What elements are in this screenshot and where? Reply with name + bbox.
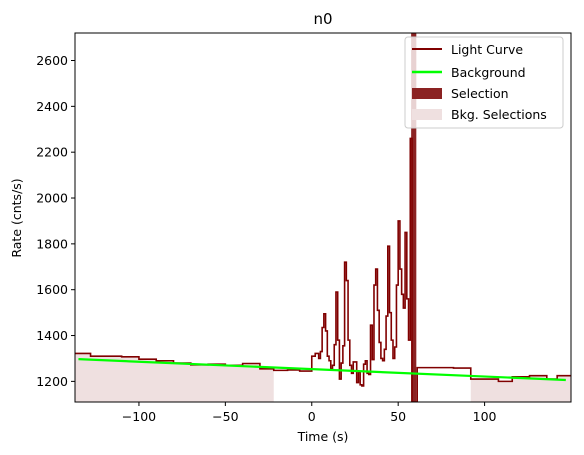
x-tick-label: 100 [473, 409, 497, 424]
y-axis: 1200 1400 1600 1800 2000 2200 2400 2600 [36, 53, 75, 389]
x-tick-label: 0 [308, 409, 316, 424]
y-tick-label: 1400 [36, 328, 68, 343]
plot-area [75, 33, 571, 402]
y-tick-label: 2000 [36, 191, 68, 206]
x-tick-label: −100 [122, 409, 156, 424]
y-tick-label: 1800 [36, 236, 68, 251]
legend-label-light-curve: Light Curve [451, 42, 523, 57]
legend-label-background: Background [451, 65, 526, 80]
y-tick-label: 1200 [36, 374, 68, 389]
selection-band-0 [411, 33, 417, 402]
bkg-selection-band-1 [470, 375, 571, 402]
y-tick-label: 2600 [36, 53, 68, 68]
legend-box [404, 36, 564, 129]
legend-swatch-bkg-selections [412, 109, 442, 120]
y-axis-label: Rate (cnts/s) [9, 178, 24, 257]
x-tick-label: −50 [212, 409, 238, 424]
light-curve-line [75, 137, 571, 402]
x-axis: −100 −50 0 50 100 [122, 402, 497, 424]
legend-label-selection: Selection [451, 86, 509, 101]
chart-title: n0 [313, 10, 332, 28]
legend-label-bkg-selections: Bkg. Selections [451, 107, 547, 122]
background-line [78, 358, 566, 382]
x-tick-label: 50 [390, 409, 406, 424]
y-tick-label: 2200 [36, 145, 68, 160]
y-tick-label: 2400 [36, 99, 68, 114]
plot-frame [74, 32, 572, 403]
legend: Light Curve Background Selection Bkg. Se… [404, 36, 564, 129]
legend-swatch-selection [412, 88, 442, 99]
x-axis-label: Time (s) [297, 429, 349, 444]
y-tick-label: 1600 [36, 282, 68, 297]
